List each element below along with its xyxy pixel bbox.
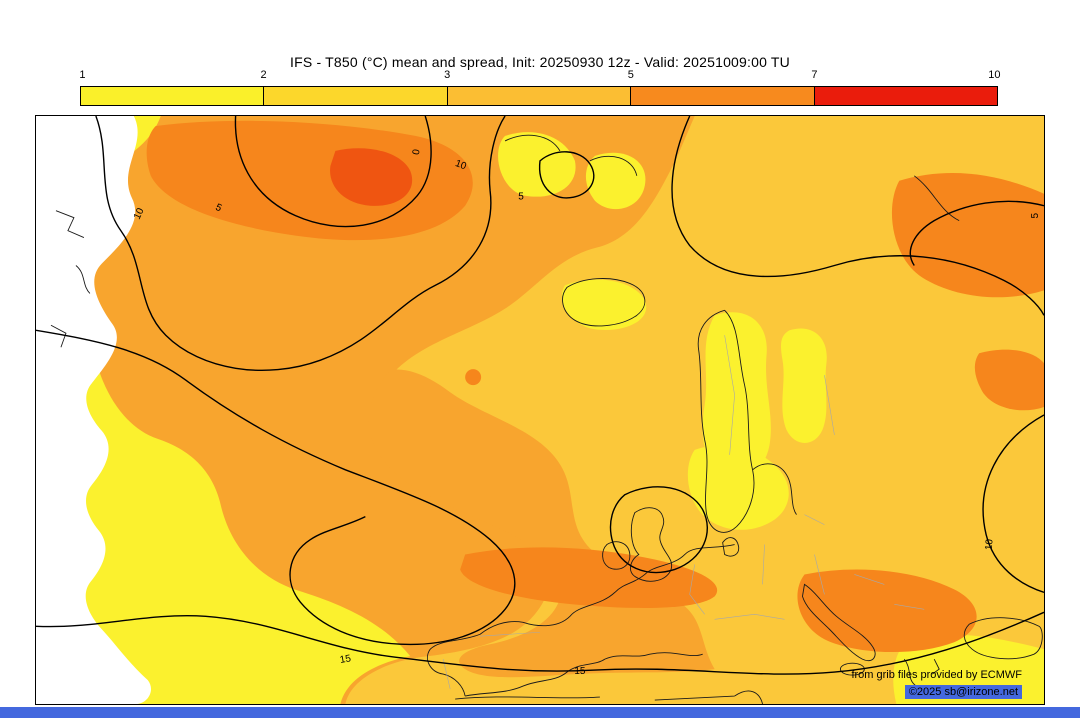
colorbar-segment	[264, 87, 448, 105]
forecast-map: 10 5 0 10 5 15 15 10 5	[35, 115, 1045, 705]
coast-scandinavia	[697, 309, 755, 533]
contour-east-10	[982, 414, 1044, 594]
colorbar-tick: 7	[811, 69, 818, 81]
yellow-region-arctic-1	[498, 132, 576, 197]
yellow-region-southwest	[36, 320, 411, 704]
contour-label: 10	[454, 158, 469, 172]
colorbar-tick: 3	[444, 69, 451, 81]
coast-iceland	[562, 278, 646, 327]
colorbar-tick: 2	[260, 69, 267, 81]
contour-label: 15	[339, 653, 352, 666]
yellow-region-iceland	[561, 279, 647, 330]
contour-central-sweep	[36, 329, 516, 646]
no-data-region	[36, 116, 151, 704]
dark-orange-balkans	[797, 569, 977, 653]
colorbar-segment	[814, 87, 998, 105]
country-borders	[442, 335, 925, 690]
contour-label: 5	[214, 202, 224, 214]
colorbar-segment	[447, 87, 632, 105]
contour-label: 0	[411, 148, 423, 156]
colorbar-segment	[631, 87, 815, 105]
coast-west-europe	[427, 544, 735, 697]
coast-svalbard	[504, 134, 960, 222]
contour-arctic-loop	[538, 151, 595, 199]
contour-label: 5	[518, 192, 524, 203]
spread-fill-regions	[36, 116, 1044, 704]
contour-uk-loop	[609, 486, 708, 574]
attribution-provider: from grib files provided by ECMWF	[851, 669, 1022, 681]
colorbar-tick: 1	[79, 69, 86, 81]
yellow-region-scandinavia	[702, 312, 771, 477]
coast-ireland	[602, 541, 631, 570]
yellow-region-finland	[781, 328, 827, 444]
contour-label: 10	[132, 206, 147, 221]
contour-topleft-inner	[234, 116, 432, 228]
contour-labels: 10 5 0 10 5 15 15 10 5	[132, 148, 1041, 677]
chart-title: IFS - T850 (°C) mean and spread, Init: 2…	[289, 54, 790, 70]
colorbar-tick: 5	[627, 69, 634, 81]
coast-italy	[802, 583, 876, 662]
dark-orange-east-2	[974, 349, 1044, 411]
contour-northeast	[909, 200, 1044, 266]
dark-orange-biscay	[460, 547, 718, 608]
contour-topleft-outer	[95, 116, 506, 372]
contour-south-15	[36, 611, 1044, 675]
attribution-copyright: ©2025 sb@irizone.net	[904, 685, 1022, 699]
dark-orange-top-band	[146, 120, 473, 241]
yellow-region-central-europe	[687, 445, 789, 530]
map-canvas: 10 5 0 10 5 15 15 10 5	[36, 116, 1044, 704]
coast-mediterranean	[465, 652, 703, 697]
red-spot	[330, 148, 413, 206]
yellow-region-arctic-2	[585, 152, 646, 210]
colorbar-tick: 10	[988, 69, 1001, 81]
contour-scandinavia	[671, 116, 1044, 316]
colorbar-ticks: 1 2 3 5 7 10	[79, 69, 1001, 83]
coast-north-africa	[455, 690, 763, 704]
contour-label: 5	[1030, 212, 1041, 218]
gold-region	[345, 116, 1044, 704]
coast-greenland	[50, 210, 91, 348]
colorbar	[80, 86, 998, 106]
contour-label: 15	[574, 666, 586, 677]
coastlines	[50, 134, 1043, 704]
coast-baltic	[722, 463, 797, 557]
contour-lines	[36, 116, 1044, 675]
dark-orange-spot	[465, 369, 482, 386]
colorbar-segment	[81, 87, 265, 105]
footer-bar	[0, 707, 1080, 718]
contour-label: 10	[984, 538, 996, 550]
dark-orange-east-1	[891, 173, 1044, 298]
